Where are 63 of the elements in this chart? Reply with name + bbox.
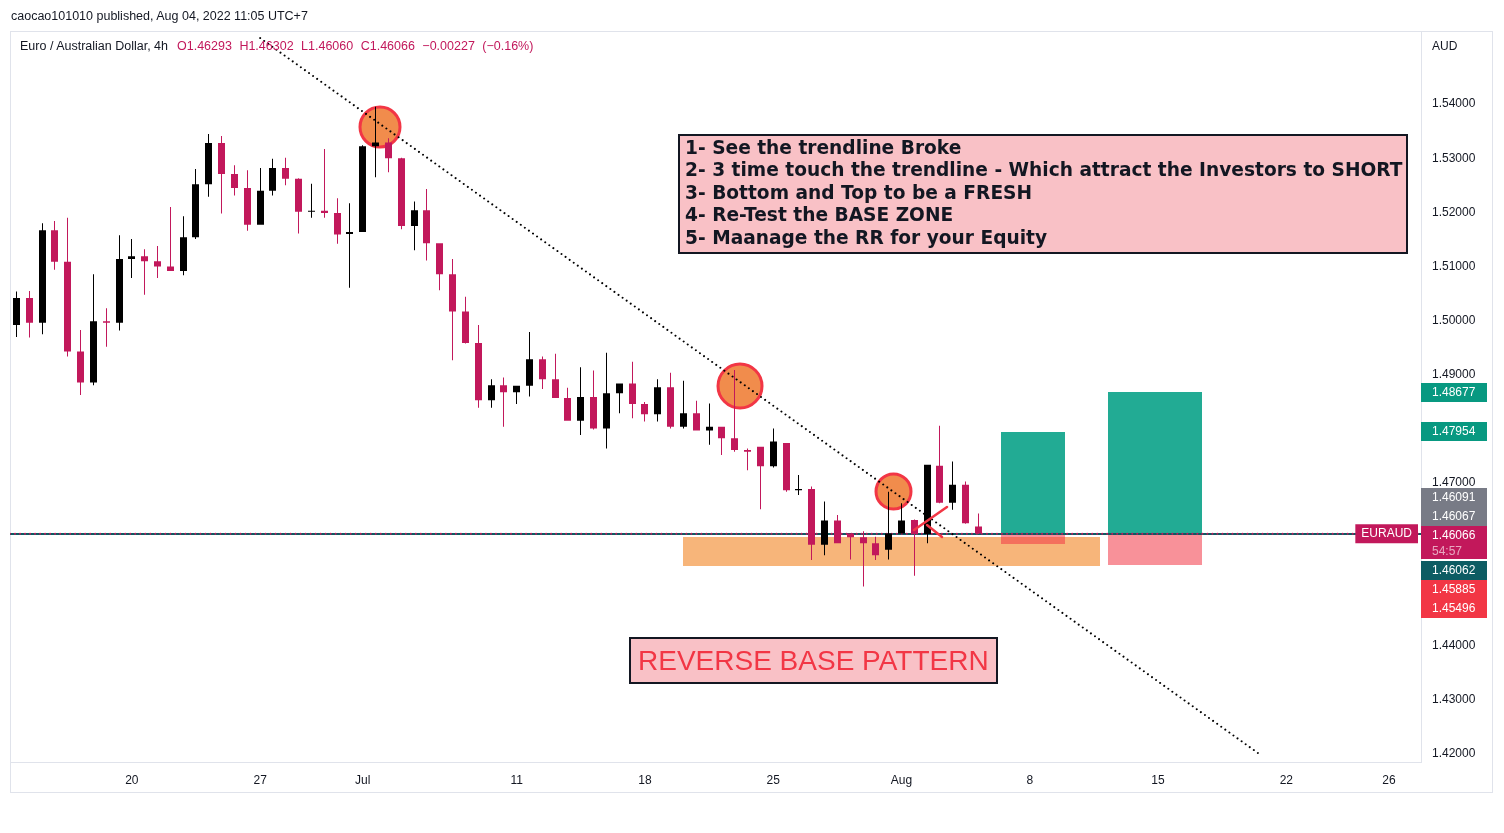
candlestick: [500, 377, 507, 427]
candlestick: [821, 501, 828, 556]
y-axis-title: AUD: [1432, 39, 1458, 53]
candlestick: [693, 400, 700, 431]
x-tick-label: 22: [1279, 772, 1294, 787]
text: 1.46066: [1421, 525, 1487, 545]
candlestick: [731, 369, 738, 452]
candlestick: [128, 238, 135, 278]
text: caocao101010 published, Aug 04, 2022 11:05 UTC+7: [11, 9, 308, 23]
text: 1.46062: [1421, 560, 1487, 580]
x-tick-label: 26: [1382, 772, 1396, 787]
x-tick-label: Jul: [355, 772, 371, 787]
x-tick-label: 20: [125, 772, 139, 787]
candlestick: [321, 149, 328, 218]
x-tick-label: 15: [1151, 772, 1166, 787]
candlestick: [577, 367, 584, 435]
x-tick-label: Aug: [890, 772, 913, 787]
candlestick: [949, 461, 956, 510]
candlestick: [167, 206, 174, 271]
y-tick-label: 1.50000: [1432, 313, 1476, 328]
candlestick: [218, 136, 225, 214]
text: O1.46293 H1.46302 L1.46060 C1.46066 −0.00227 (−0.16%): [177, 39, 534, 53]
text: 1.46091: [1421, 487, 1487, 507]
text: 1.45496: [1421, 598, 1487, 618]
x-tick-label: 8: [1026, 772, 1034, 787]
candlestick: [154, 245, 161, 278]
ref-line-label: EURAUD: [1361, 526, 1413, 541]
candlestick: [334, 198, 341, 244]
candlestick: [141, 249, 148, 295]
candlestick: [526, 332, 533, 397]
candlestick: [346, 203, 353, 288]
y-tick-label: 1.53000: [1432, 150, 1476, 165]
annotation: REVERSE BASE PATTERN: [629, 637, 998, 684]
x-tick-label: 25: [766, 772, 781, 787]
text: 1.45885: [1421, 579, 1487, 599]
text: 1.47954: [1421, 421, 1487, 441]
y-tick-label: 1.44000: [1432, 637, 1476, 652]
x-tick-label: 27: [253, 772, 268, 787]
candlestick: [680, 380, 687, 429]
candlestick: [795, 475, 802, 496]
annotation: 1- See the trendline Broke 2- 3 time touch the trendline - Which attract the Investors to SHORT 3- Bottom and Top to be a FRESH 4- Re-Test the BASE ZONE 5- Maanage the RR for your Equity: [678, 134, 1409, 255]
y-tick-label: 1.51000: [1432, 258, 1476, 273]
text: 1.48677: [1421, 382, 1487, 402]
candlestick: [308, 183, 315, 218]
text: 54:57: [1421, 543, 1487, 559]
candlestick: [744, 448, 751, 471]
candlestick: [282, 157, 289, 186]
y-tick-label: 1.43000: [1432, 692, 1476, 707]
candlestick: [411, 201, 418, 251]
y-tick-label: 1.47000: [1432, 475, 1476, 490]
x-tick-label: 11: [510, 772, 524, 787]
y-tick-label: 1.42000: [1432, 746, 1476, 761]
y-tick-label: 1.52000: [1432, 204, 1476, 219]
candlestick: [372, 106, 379, 178]
y-tick-label: 1.54000: [1432, 96, 1476, 111]
candlestick: [706, 403, 713, 445]
x-tick-label: 18: [638, 772, 652, 787]
candlestick: [885, 491, 892, 560]
text: Euro / Australian Dollar, 4h: [20, 39, 168, 53]
candlestick: [103, 308, 110, 347]
text: 1.46067: [1421, 506, 1487, 526]
y-tick-label: 1.49000: [1432, 367, 1476, 382]
candlestick: [51, 221, 58, 270]
